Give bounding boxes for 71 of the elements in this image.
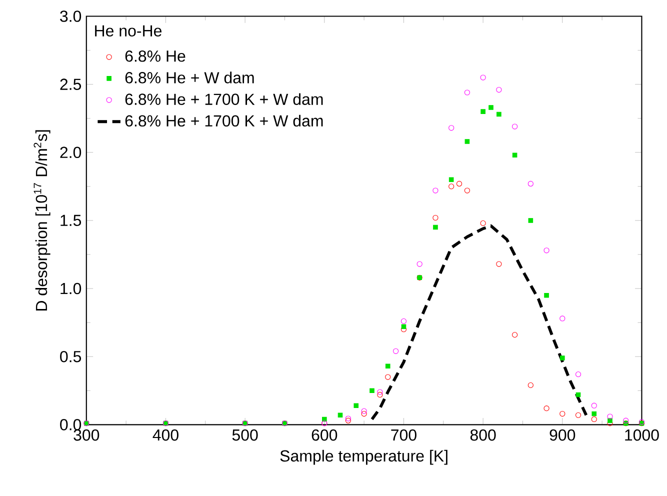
point: [361, 410, 367, 417]
point: [528, 180, 534, 187]
y-tick-label: 3.0: [60, 10, 82, 22]
x-tick-label: 800: [470, 429, 496, 441]
point: [392, 348, 399, 354]
point: [401, 324, 406, 330]
point: [385, 364, 390, 369]
y-tick-label: 2.5: [60, 78, 82, 90]
point: [480, 220, 486, 226]
point: [385, 374, 391, 380]
point: [512, 332, 518, 338]
point: [496, 112, 502, 117]
point: [432, 214, 438, 221]
point: [512, 124, 518, 130]
point: [370, 388, 374, 394]
x-tick-label: 600: [312, 429, 338, 441]
y-tick-label: 0.0: [60, 419, 82, 430]
point: [512, 152, 518, 158]
point: [591, 402, 597, 408]
point: [575, 412, 582, 418]
y-tick-label: 1.5: [60, 214, 82, 226]
point: [496, 86, 502, 93]
point: [456, 180, 462, 187]
y-tick-label: 2.0: [60, 146, 82, 158]
point: [488, 105, 494, 110]
y-axis-title: D desorption [10$^{17}$ D/m$^{2}$s]: [34, 130, 50, 311]
x-tick-label: 300: [74, 429, 100, 441]
x-tick-label: 1000: [625, 429, 659, 441]
point: [448, 125, 454, 131]
point: [480, 109, 486, 114]
point: [544, 292, 549, 298]
point: [560, 356, 565, 360]
point: [607, 414, 613, 420]
y-tick-label: 1.0: [60, 282, 82, 294]
point: [338, 412, 343, 418]
point: [354, 403, 359, 408]
legend-label: 6.8% He + 1700 K + W dam: [125, 93, 323, 105]
point: [480, 74, 486, 80]
legend-label: 6.8% He + W dam: [125, 72, 254, 84]
point: [361, 408, 367, 414]
x-tick-label: 400: [152, 429, 178, 441]
point: [575, 371, 582, 378]
legend-label: 6.8% He + 1700 K + W dam: [125, 114, 323, 127]
point: [560, 410, 566, 417]
legend-label: 6.8% He: [125, 50, 186, 62]
point: [623, 418, 629, 424]
point: [448, 184, 454, 190]
legend-title: He no-He: [95, 25, 162, 36]
point: [448, 177, 454, 182]
point: [432, 188, 438, 194]
point: [377, 392, 383, 398]
point: [464, 90, 470, 96]
point: [464, 188, 470, 194]
point: [464, 139, 470, 144]
point: [544, 406, 550, 412]
point: [592, 411, 597, 416]
x-tick-label: 500: [232, 429, 258, 441]
point: [560, 316, 566, 322]
x-tick-label: 900: [550, 429, 576, 441]
x-axis-title: Sample temperature [K]: [280, 450, 448, 465]
point: [416, 261, 422, 267]
y-tick-label: 0.5: [60, 350, 82, 362]
point: [528, 382, 534, 388]
point: [496, 261, 502, 267]
point: [377, 389, 383, 395]
point: [591, 416, 597, 422]
point: [544, 248, 550, 254]
point: [433, 224, 438, 230]
point: [528, 218, 534, 223]
point: [400, 318, 407, 324]
x-tick-label: 700: [391, 429, 416, 441]
